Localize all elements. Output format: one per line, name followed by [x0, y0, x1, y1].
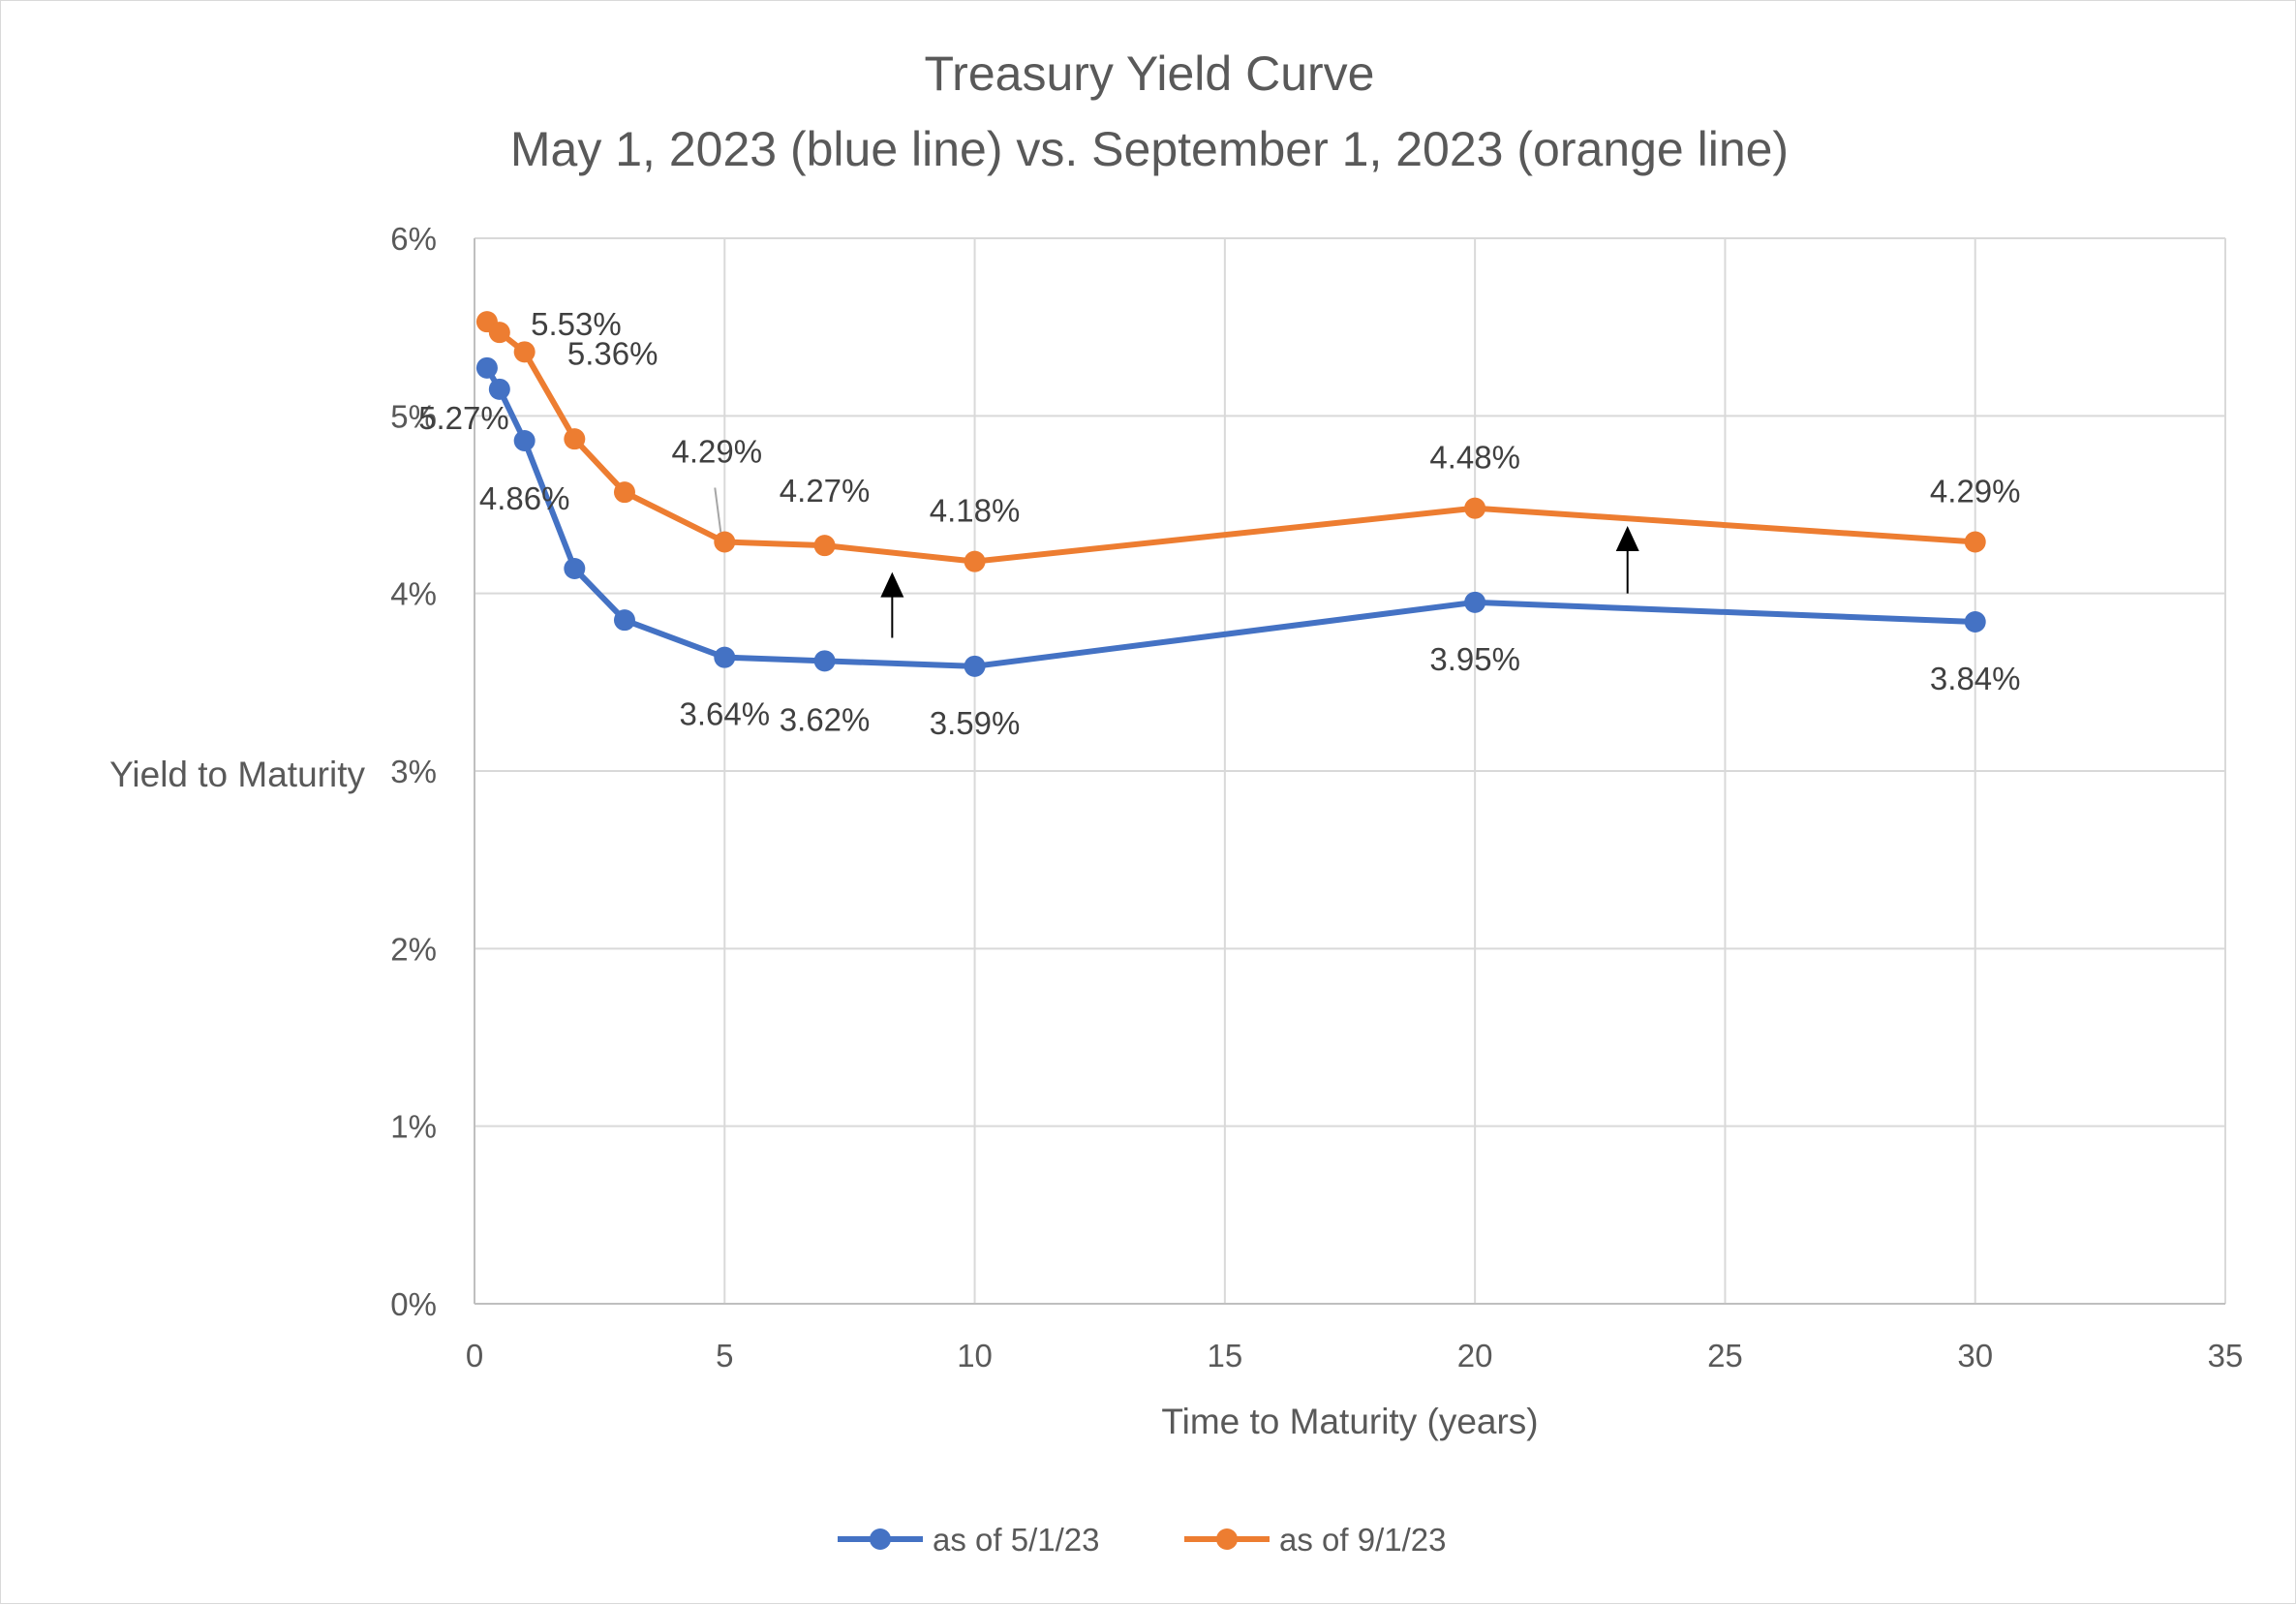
data-point: [964, 550, 986, 572]
x-tick-label: 30: [1957, 1338, 1993, 1374]
data-point: [714, 531, 736, 553]
data-label: 4.29%: [1930, 474, 2021, 509]
data-label: 3.84%: [1930, 661, 2021, 696]
data-point: [813, 535, 836, 557]
legend-label: as of 9/1/23: [1279, 1522, 1446, 1558]
legend-swatch-marker: [1216, 1528, 1238, 1550]
data-label: 3.59%: [930, 705, 1021, 741]
data-label: 3.64%: [679, 696, 770, 732]
x-tick-label: 25: [1707, 1338, 1743, 1374]
data-label: 4.29%: [671, 434, 762, 470]
data-point: [513, 341, 536, 363]
x-tick-label: 10: [957, 1338, 993, 1374]
data-label: 5.36%: [567, 335, 658, 371]
data-point: [1464, 591, 1486, 613]
legend-swatch-marker: [870, 1528, 891, 1550]
data-point: [488, 378, 510, 400]
data-point: [714, 646, 736, 668]
arrow-head: [1615, 526, 1639, 551]
data-point: [613, 481, 635, 504]
data-label: 4.86%: [479, 480, 570, 516]
data-label: 4.27%: [780, 473, 871, 509]
legend-label: as of 5/1/23: [933, 1522, 1099, 1558]
series-line-2: [484, 319, 1975, 565]
y-tick-label: 0%: [390, 1286, 437, 1322]
data-point: [564, 428, 586, 450]
x-axis-title: Time to Maturity (years): [1161, 1402, 1538, 1441]
y-tick-label: 3%: [390, 754, 437, 789]
x-tick-label: 15: [1207, 1338, 1242, 1374]
x-tick-label: 35: [2208, 1338, 2244, 1374]
data-point: [513, 430, 536, 451]
label-leader-line: [714, 487, 722, 533]
data-point: [964, 655, 986, 677]
data-label: 5.53%: [531, 306, 622, 342]
data-point: [613, 609, 635, 632]
y-tick-label: 1%: [390, 1109, 437, 1145]
series-line-1: [484, 366, 1975, 669]
data-point: [475, 356, 498, 379]
data-point: [488, 322, 510, 344]
y-tick-label: 4%: [390, 576, 437, 612]
data-point: [813, 650, 836, 672]
y-axis-title: Yield to Maturity: [109, 755, 365, 794]
data-label: 3.95%: [1429, 641, 1520, 677]
data-label: 4.48%: [1429, 440, 1520, 476]
data-point: [1964, 611, 1986, 633]
data-label: 4.18%: [930, 493, 1021, 529]
x-tick-label: 5: [716, 1338, 733, 1374]
x-tick-label: 20: [1457, 1338, 1493, 1374]
arrow-head: [880, 571, 904, 598]
y-tick-label: 2%: [390, 931, 437, 967]
chart-subtitle: May 1, 2023 (blue line) vs. September 1,…: [510, 122, 1789, 176]
chart-title: Treasury Yield Curve: [925, 46, 1375, 101]
x-tick-label: 0: [466, 1338, 483, 1374]
data-label: 3.62%: [780, 701, 871, 737]
data-point: [1964, 531, 1986, 553]
y-tick-label: 6%: [390, 221, 437, 257]
data-label: 5.27%: [418, 400, 509, 436]
data-point: [1464, 497, 1486, 519]
y-tick-label: 5%: [390, 398, 437, 434]
data-point: [564, 558, 586, 579]
